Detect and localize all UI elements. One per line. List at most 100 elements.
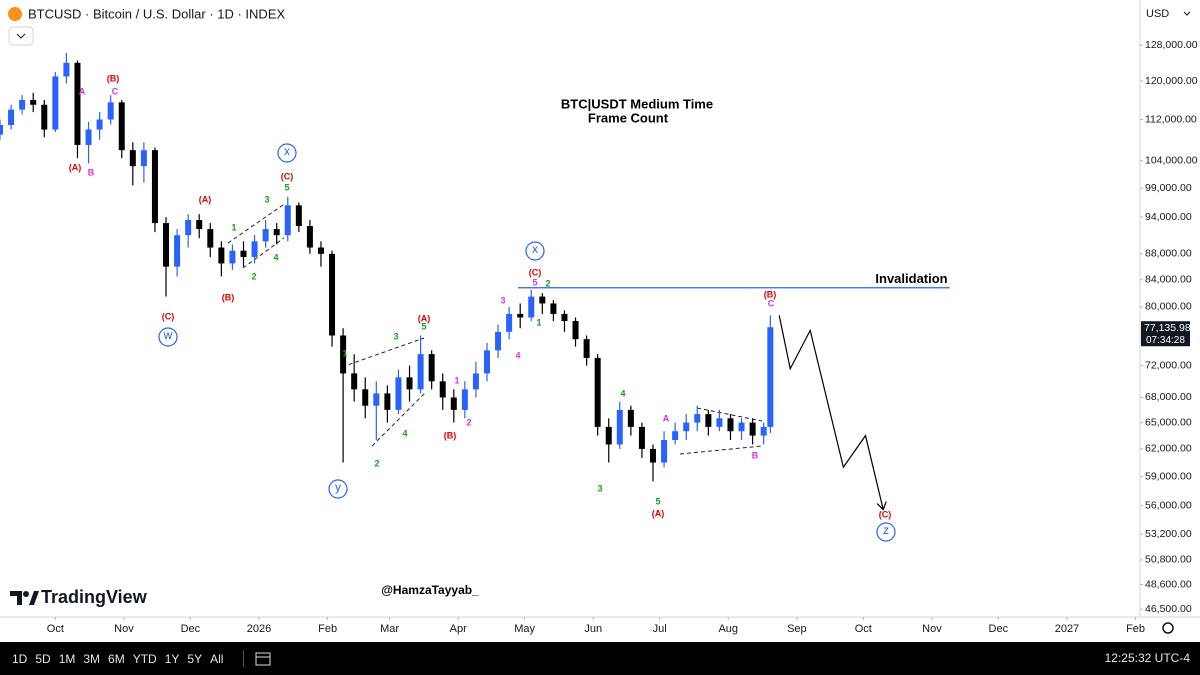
candle-body xyxy=(738,422,745,432)
wave-label: x xyxy=(532,242,538,256)
candle-body xyxy=(317,247,324,254)
wave-label: 2 xyxy=(374,458,379,468)
candle-body xyxy=(107,102,114,120)
wave-label: (A) xyxy=(652,508,665,518)
wave-label: B xyxy=(88,167,95,177)
candle-body xyxy=(638,426,645,449)
x-tick-label: 2026 xyxy=(247,623,271,635)
range-buttons: 1D 5D 1M 3M 6M YTD 1Y 5Y All xyxy=(8,642,227,675)
chevron xyxy=(16,33,26,39)
collapse-button[interactable] xyxy=(8,26,34,46)
y-tick-label: 65,000.00 xyxy=(1145,416,1192,428)
y-tick-label: 104,000.00 xyxy=(1145,155,1198,167)
x-tick-label: Apr xyxy=(450,623,467,635)
wave-label: 3 xyxy=(500,295,505,305)
wave-label: 1 xyxy=(342,348,347,358)
range-button[interactable]: 1Y xyxy=(164,651,180,666)
candle-body xyxy=(340,335,347,374)
wave-label: 3 xyxy=(264,194,269,204)
wave-label: A xyxy=(663,413,670,423)
y-tick-label: 46,500.00 xyxy=(1145,603,1192,615)
candle-body xyxy=(661,439,668,463)
wave-label: (A) xyxy=(418,313,431,323)
x-tick-label: Dec xyxy=(181,623,201,635)
range-button[interactable]: YTD xyxy=(132,651,157,666)
range-button[interactable]: All xyxy=(210,651,224,666)
candle-body xyxy=(760,426,767,436)
projection-path xyxy=(778,315,884,510)
x-tick-label: Aug xyxy=(718,623,738,635)
candle-body xyxy=(506,313,513,332)
candle-body xyxy=(284,205,291,236)
y-tick-label: 68,000.00 xyxy=(1145,391,1192,403)
candle-body xyxy=(329,253,336,336)
x-tick-label: Feb xyxy=(1126,623,1145,635)
candle-body xyxy=(384,393,391,410)
wave-label: (B) xyxy=(444,430,457,440)
bottom-toolbar: 1D 5D 1M 3M 6M YTD 1Y 5Y All 12:25:32 UTC-4 xyxy=(0,642,1200,675)
candle-body xyxy=(550,303,557,314)
invalidation-label: Invalidation xyxy=(875,271,947,286)
last-price-label: 77,135.98 xyxy=(1144,322,1191,334)
settings-icon[interactable] xyxy=(1162,622,1174,634)
candle-body xyxy=(483,350,490,374)
range-button[interactable]: 1M xyxy=(58,651,76,666)
candle-body xyxy=(417,354,424,390)
candle-body xyxy=(472,373,479,390)
wave-label: (B) xyxy=(222,292,235,302)
candle-body xyxy=(749,422,756,436)
candle-body xyxy=(650,448,657,463)
date-range-icon[interactable] xyxy=(254,650,272,667)
y-tick-label: 72,000.00 xyxy=(1145,359,1192,371)
candle-body xyxy=(683,422,690,432)
wave-label: 5 xyxy=(284,182,289,192)
logo-mark xyxy=(10,591,39,605)
x-tick-label: Nov xyxy=(114,623,134,635)
separator xyxy=(243,650,244,667)
wave-label: (B) xyxy=(764,289,777,299)
range-button[interactable]: 5Y xyxy=(187,651,203,666)
chart: Invalidation (A) (B) (A) (C) (B) (C) (A) (B) (C) (… xyxy=(0,0,1200,642)
wave-label: (B) xyxy=(107,73,120,83)
y-tick-label: 53,200.00 xyxy=(1145,528,1192,540)
wave-label: (C) xyxy=(162,311,175,321)
candle-body xyxy=(229,250,236,264)
candle-body xyxy=(561,313,568,322)
candle-body xyxy=(295,205,302,227)
candle-body xyxy=(174,235,181,267)
range-button[interactable]: 6M xyxy=(108,651,125,666)
candle-body xyxy=(185,220,192,236)
wave-label: B xyxy=(752,450,759,460)
x-tick-label: Jun xyxy=(584,623,602,635)
x-tick-label: Oct xyxy=(47,623,64,635)
chart-title: BTC|USDT Medium Time xyxy=(561,96,713,111)
candle-body xyxy=(30,99,37,105)
candle-body xyxy=(672,431,679,440)
candle-body xyxy=(461,389,468,410)
x-tick-label: May xyxy=(514,623,535,635)
candle-body xyxy=(627,409,634,427)
range-button[interactable]: 1D xyxy=(12,651,28,666)
x-tick-label: Mar xyxy=(380,623,399,635)
symbol-title: BTCUSD · Bitcoin / U.S. Dollar · 1D · IN… xyxy=(28,6,285,21)
x-tick-label: Dec xyxy=(989,623,1009,635)
candle-body xyxy=(528,296,535,318)
range-button[interactable]: 3M xyxy=(83,651,101,666)
y-tick-label: 50,800.00 xyxy=(1145,554,1192,566)
candle-body xyxy=(85,129,92,145)
wave-label: 1 xyxy=(454,375,459,385)
logo-text: TradingView xyxy=(41,587,148,607)
candle-body xyxy=(163,223,170,267)
y-tick-label: 59,000.00 xyxy=(1145,470,1192,482)
range-button[interactable]: 5D xyxy=(35,651,51,666)
chart-subtitle: Frame Count xyxy=(588,110,669,125)
candle-body xyxy=(74,62,81,145)
candle-body xyxy=(19,99,26,110)
wave-label: C xyxy=(768,298,775,308)
candle-body xyxy=(140,150,147,167)
wave-circle xyxy=(876,522,896,542)
currency-select[interactable]: USD xyxy=(1146,8,1169,20)
wave-label: 4 xyxy=(620,388,625,398)
price-axis xyxy=(1140,0,1200,642)
